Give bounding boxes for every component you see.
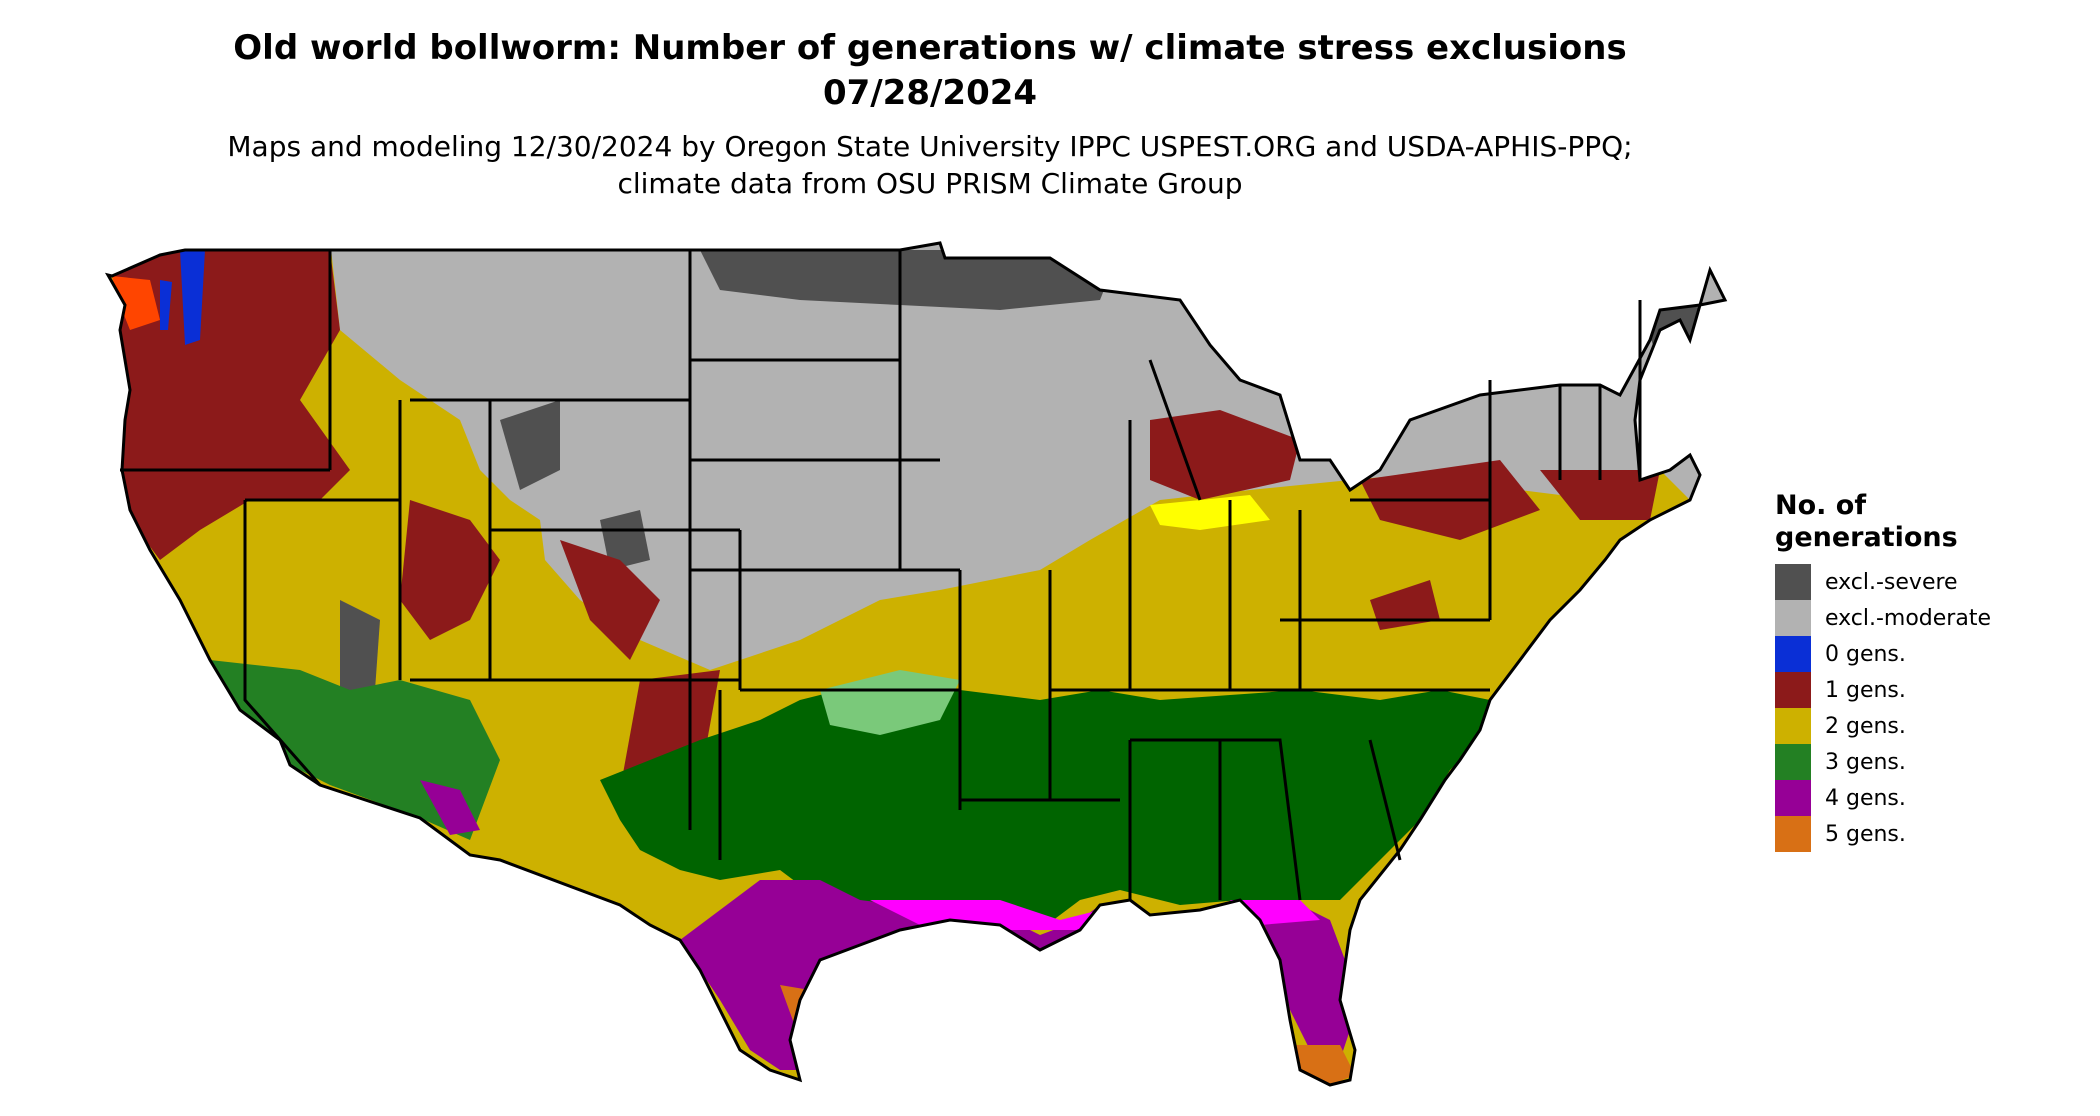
region-0-gens <box>160 250 205 345</box>
region-1-gens <box>110 250 1660 830</box>
legend-label: 2 gens. <box>1825 713 1906 739</box>
legend-item: 0 gens. <box>1775 636 1995 672</box>
legend-label: 1 gens. <box>1825 677 1906 703</box>
legend-item: 3 gens. <box>1775 744 1995 780</box>
region-4-gens-fl <box>1260 905 1350 1060</box>
legend-title: No. of generations <box>1775 490 1958 553</box>
legend-item: 1 gens. <box>1775 672 1995 708</box>
legend-label: 5 gens. <box>1825 821 1906 847</box>
legend-swatch <box>1775 672 1811 708</box>
legend-label: 3 gens. <box>1825 749 1906 775</box>
legend-item: 5 gens. <box>1775 816 1995 852</box>
legend-swatch <box>1775 780 1811 816</box>
region-4-gens-az <box>420 780 480 835</box>
map-subtitle: Maps and modeling 12/30/2024 by Oregon S… <box>227 130 1633 200</box>
region-3-gens <box>600 690 1490 930</box>
legend-label: 4 gens. <box>1825 785 1906 811</box>
legend-label: 0 gens. <box>1825 641 1906 667</box>
legend-item: 2 gens. <box>1775 708 1995 744</box>
state-borders <box>106 241 1727 1087</box>
region-5-gens <box>780 985 1355 1085</box>
legend: No. of generations excl.-severe excl.-mod… <box>1775 490 1995 852</box>
map-title: Old world bollworm: Number of generation… <box>233 28 1627 113</box>
region-2-gens-bright <box>1150 495 1270 530</box>
legend-label: excl.-severe <box>1825 569 1958 595</box>
region-coastal-wa <box>112 276 160 330</box>
legend-swatch <box>1775 636 1811 672</box>
legend-item: excl.-moderate <box>1775 600 1995 636</box>
legend-swatch <box>1775 744 1811 780</box>
legend-item: excl.-severe <box>1775 564 1995 600</box>
region-3-gens-sw <box>210 660 500 840</box>
legend-swatch <box>1775 600 1811 636</box>
legend-swatch <box>1775 816 1811 852</box>
legend-swatch <box>1775 708 1811 744</box>
legend-item: 4 gens. <box>1775 780 1995 816</box>
region-3-gens-light <box>820 670 960 735</box>
legend-swatch <box>1775 564 1811 600</box>
legend-label: excl.-moderate <box>1825 605 1991 631</box>
